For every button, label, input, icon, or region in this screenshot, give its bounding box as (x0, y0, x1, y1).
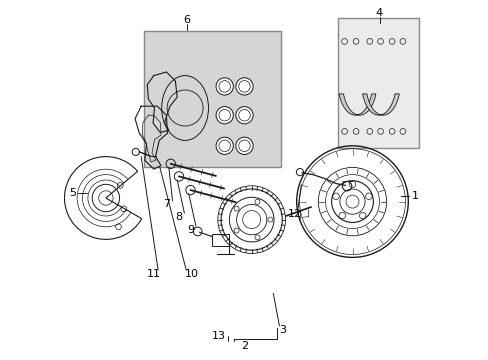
Circle shape (235, 137, 253, 154)
Bar (212, 234, 229, 246)
Text: 6: 6 (183, 15, 190, 25)
Text: 2: 2 (241, 341, 247, 351)
Text: 9: 9 (186, 225, 194, 235)
Text: 11: 11 (146, 269, 161, 279)
Circle shape (235, 78, 253, 95)
Text: 10: 10 (185, 269, 199, 279)
Polygon shape (339, 94, 375, 115)
Text: 8: 8 (175, 212, 182, 222)
Text: 1: 1 (411, 191, 418, 201)
Bar (143, 31, 280, 167)
Circle shape (235, 107, 253, 124)
Wedge shape (64, 157, 142, 239)
Text: 4: 4 (375, 8, 382, 18)
Text: 3: 3 (279, 325, 286, 336)
Circle shape (216, 107, 233, 124)
Text: 5: 5 (69, 188, 76, 198)
Circle shape (216, 78, 233, 95)
Text: 12: 12 (287, 209, 302, 219)
Text: 7: 7 (163, 199, 170, 210)
Circle shape (216, 137, 233, 154)
Polygon shape (362, 94, 399, 115)
Bar (337, 18, 418, 148)
Text: 13: 13 (212, 330, 226, 341)
